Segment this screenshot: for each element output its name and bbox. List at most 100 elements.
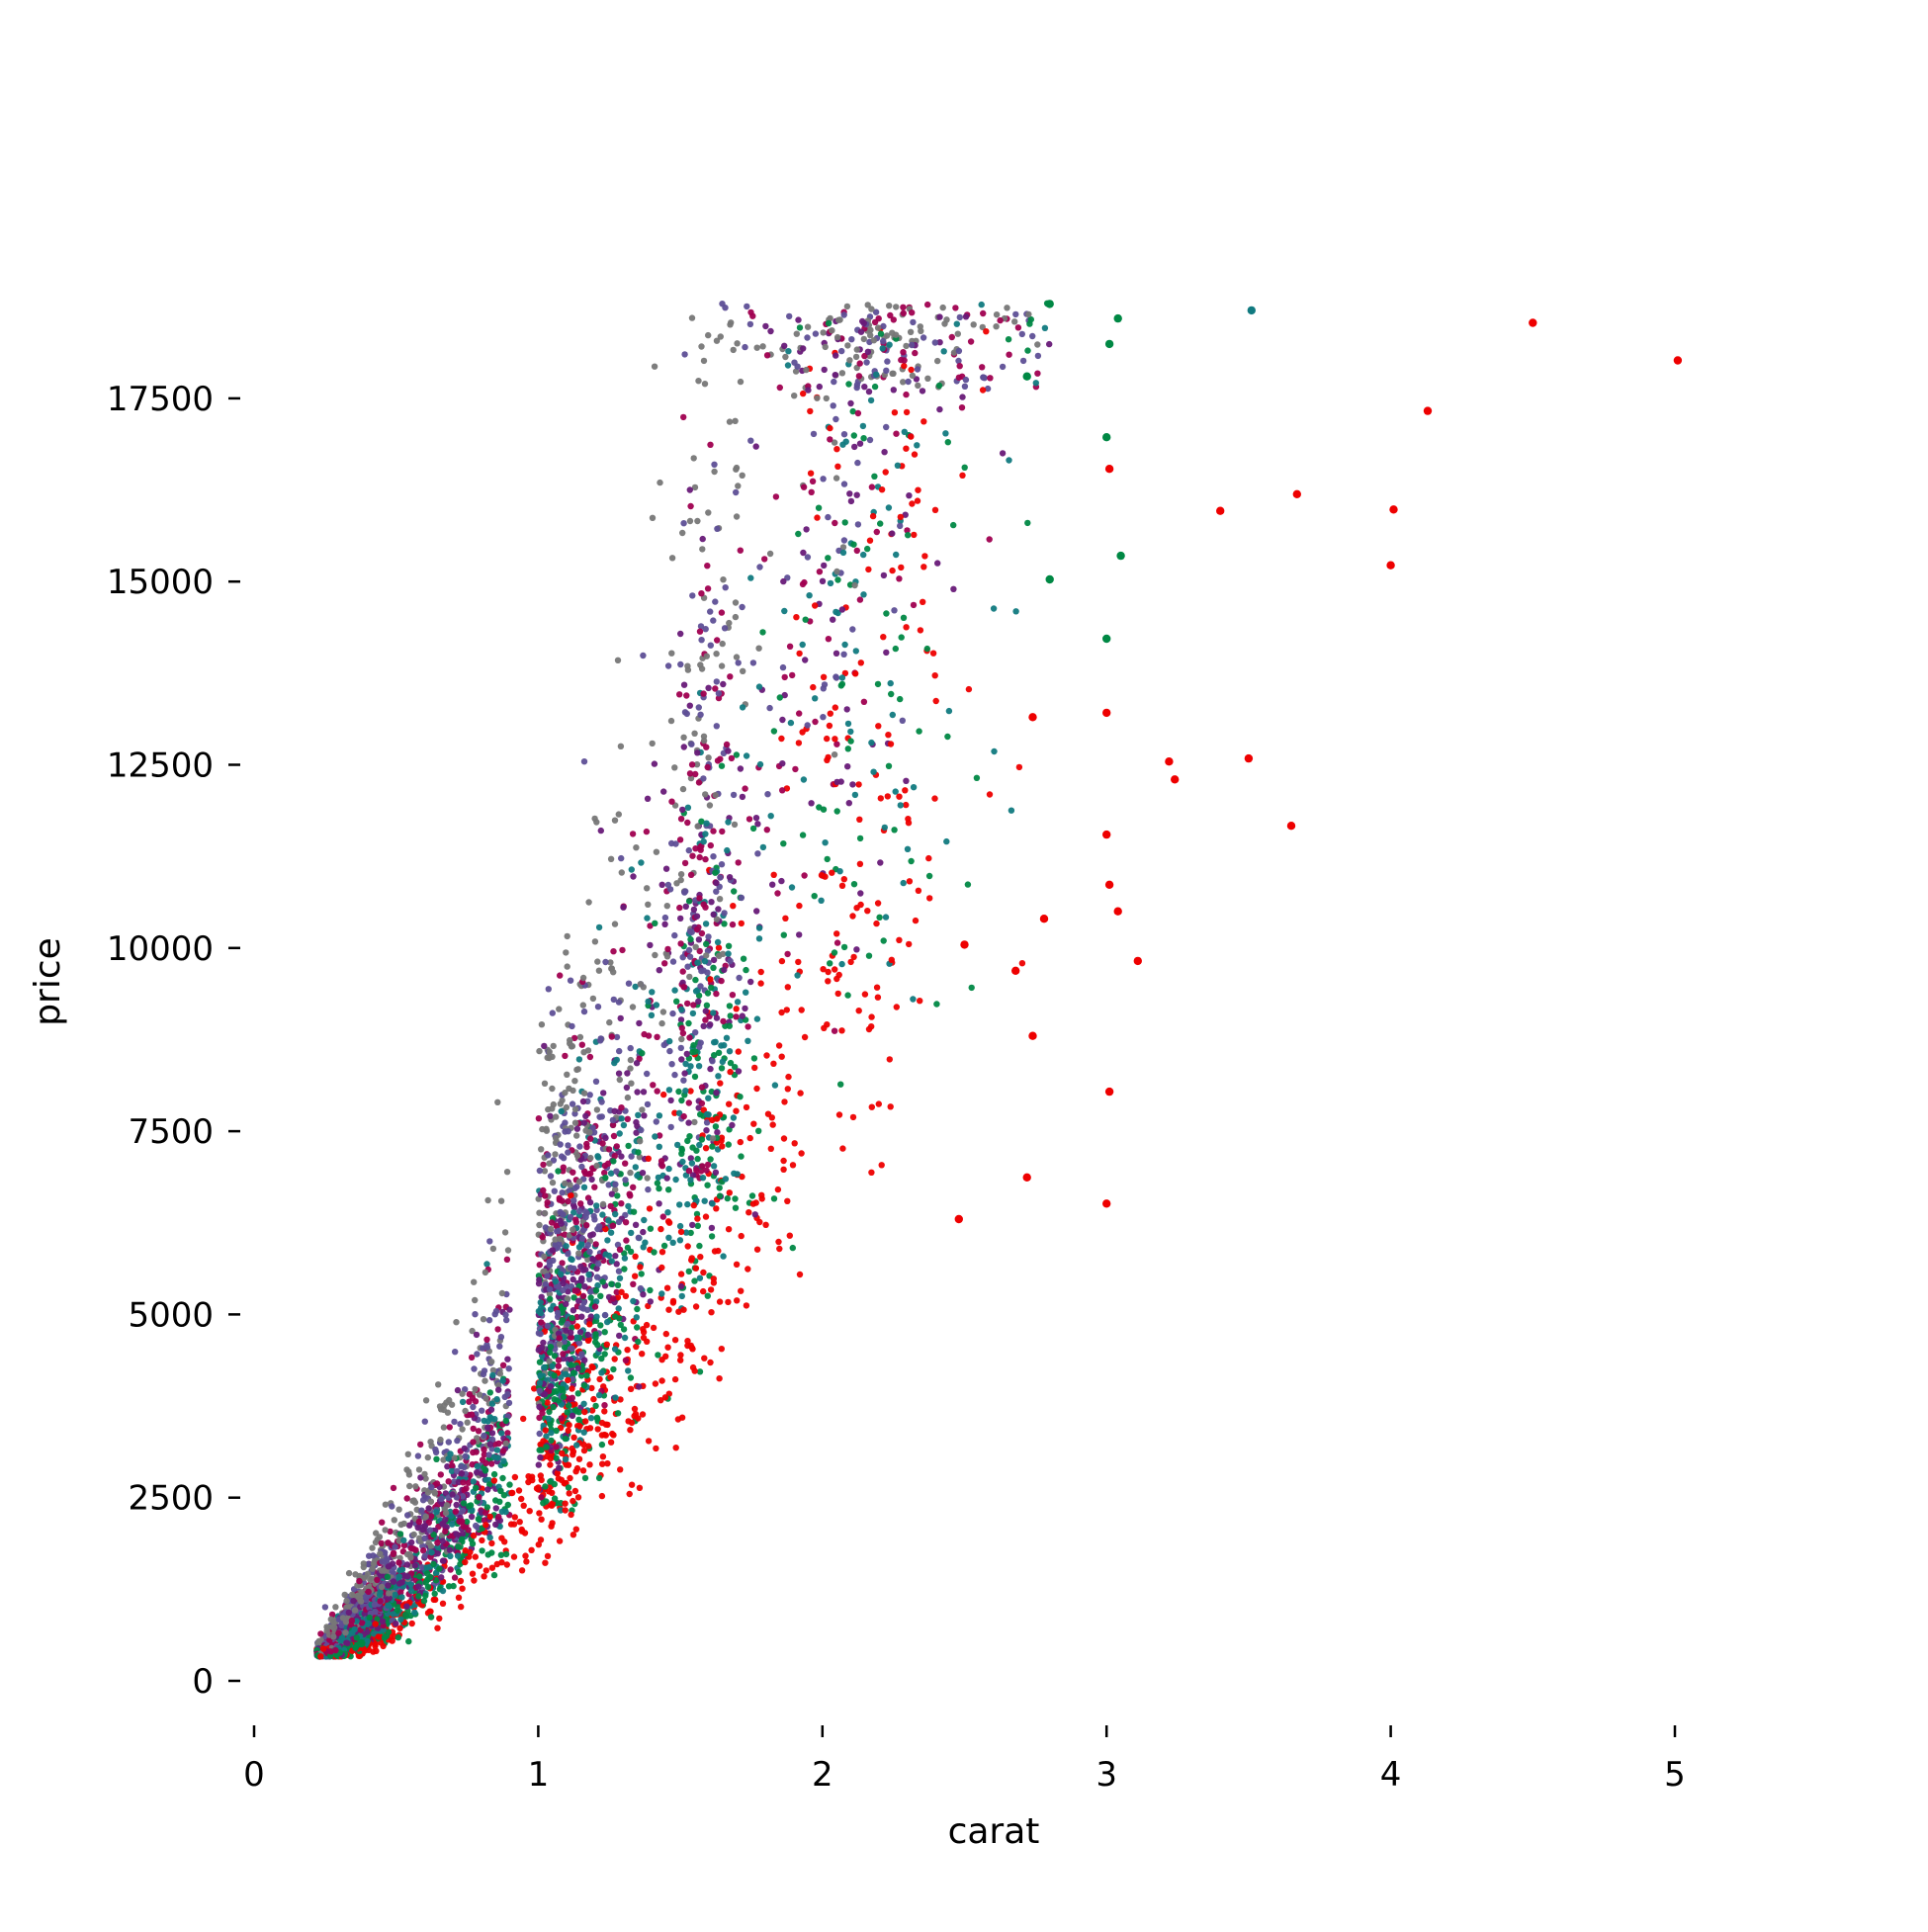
- data-point: [432, 1596, 439, 1604]
- data-point: [871, 383, 879, 391]
- data-point: [849, 1113, 857, 1121]
- data-point: [675, 1109, 683, 1117]
- data-point: [387, 1528, 394, 1536]
- data-point: [549, 1105, 556, 1112]
- data-point: [473, 1331, 481, 1339]
- data-point: [849, 781, 856, 788]
- data-point: [458, 1603, 465, 1611]
- data-point: [592, 1402, 599, 1410]
- data-point: [624, 1115, 631, 1123]
- data-point: [654, 1033, 660, 1041]
- data-point: [705, 933, 712, 940]
- data-point: [986, 791, 994, 798]
- data-point: [774, 1186, 782, 1193]
- data-point: [447, 1566, 454, 1573]
- data-point: [806, 592, 813, 599]
- data-point: [833, 446, 840, 453]
- data-point: [459, 1536, 466, 1543]
- data-point: [459, 1398, 467, 1406]
- data-point: [832, 372, 838, 379]
- data-point: [603, 1341, 610, 1349]
- data-point: [661, 914, 669, 922]
- data-point: [903, 408, 911, 416]
- data-point: [556, 1006, 563, 1012]
- data-point: [502, 1550, 510, 1558]
- data-point: [573, 1442, 580, 1449]
- data-point: [327, 1616, 334, 1624]
- data-point: [690, 1286, 697, 1293]
- data-point: [727, 1012, 734, 1019]
- data-point: [934, 357, 941, 365]
- data-point: [852, 670, 859, 677]
- data-point: [584, 1331, 591, 1339]
- data-point: [880, 571, 888, 579]
- data-point: [481, 1446, 487, 1453]
- data-point: [546, 1262, 554, 1269]
- data-point: [701, 1197, 708, 1204]
- data-point: [779, 716, 786, 724]
- data-point: [844, 992, 851, 999]
- data-point: [575, 1416, 582, 1424]
- data-point: [471, 1577, 478, 1584]
- data-point: [538, 1293, 545, 1301]
- data-point: [679, 1158, 686, 1166]
- data-point: [796, 1271, 804, 1278]
- data-point: [655, 1352, 661, 1359]
- data-point: [562, 1370, 570, 1378]
- data-point: [653, 1002, 660, 1009]
- data-point: [578, 1304, 585, 1311]
- data-point: [827, 424, 833, 432]
- data-point: [710, 956, 718, 964]
- data-point: [624, 1244, 632, 1252]
- data-point: [580, 1382, 588, 1389]
- data-point: [720, 576, 727, 583]
- data-point: [556, 1341, 564, 1348]
- data-point: [541, 1363, 548, 1371]
- data-point: [690, 906, 698, 914]
- data-point: [936, 405, 943, 413]
- data-point: [373, 1647, 380, 1655]
- data-point: [700, 690, 707, 697]
- data-point: [556, 1194, 563, 1202]
- data-point: [831, 751, 838, 758]
- data-point: [589, 1124, 596, 1131]
- data-point: [713, 337, 721, 344]
- data-point: [861, 352, 868, 360]
- data-point: [645, 1032, 653, 1039]
- data-point: [719, 1058, 726, 1066]
- data-point: [678, 1024, 685, 1032]
- data-point: [411, 1499, 419, 1506]
- data-point: [917, 627, 924, 634]
- data-point: [421, 1523, 428, 1530]
- data-point: [580, 1184, 588, 1191]
- data-point: [486, 1441, 493, 1448]
- data-point: [748, 1192, 756, 1199]
- data-point: [482, 1522, 489, 1529]
- data-point: [830, 402, 836, 409]
- data-point: [564, 1071, 570, 1079]
- data-point: [851, 791, 859, 799]
- data-point: [750, 1055, 758, 1062]
- data-point: [587, 1135, 594, 1142]
- data-point: [847, 497, 855, 505]
- data-point: [677, 660, 684, 668]
- data-point: [691, 1118, 698, 1126]
- data-point: [604, 1460, 611, 1467]
- data-point: [563, 1103, 570, 1111]
- data-point: [660, 1242, 668, 1250]
- data-point: [694, 1222, 701, 1230]
- data-point: [912, 917, 920, 924]
- data-point: [571, 1105, 579, 1113]
- data-point: [502, 1417, 509, 1425]
- data-point: [595, 967, 603, 974]
- data-point: [426, 1527, 434, 1534]
- data-point: [434, 1543, 441, 1551]
- data-point: [368, 1575, 376, 1583]
- data-point: [486, 1238, 493, 1245]
- data-point: [615, 1305, 622, 1312]
- data-point: [719, 828, 726, 835]
- data-point: [688, 1160, 696, 1167]
- data-point: [600, 1090, 607, 1097]
- data-point: [444, 1463, 451, 1470]
- data-point: [577, 1200, 584, 1207]
